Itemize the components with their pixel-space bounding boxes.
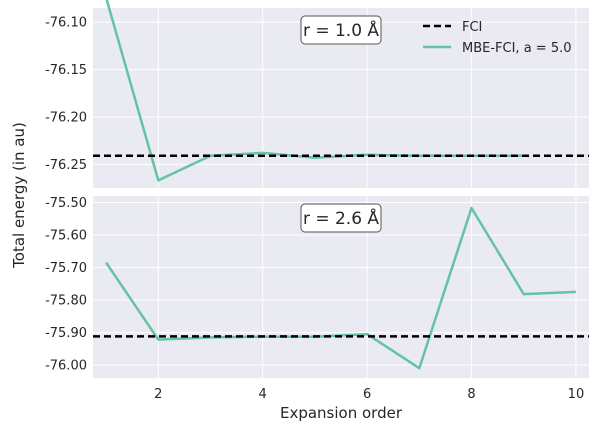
panel-top: -76.10 -76.15 -76.20 -76.25 r = 1.0 Å xyxy=(45,0,589,188)
bottom-y-tick-label: -75.70 xyxy=(45,261,87,276)
x-axis-label: Expansion order xyxy=(280,404,403,422)
top-annotation-text: r = 1.0 Å xyxy=(303,19,379,41)
x-tick-label: 10 xyxy=(568,387,585,402)
y-axis-label: Total energy (in au) xyxy=(10,122,28,269)
top-y-tick-label: -76.25 xyxy=(45,158,87,173)
bottom-y-tick-label: -75.80 xyxy=(45,294,87,309)
legend-fci-label: FCI xyxy=(462,20,482,35)
x-tick-label: 8 xyxy=(467,387,475,402)
top-y-tick-label: -76.15 xyxy=(45,63,87,78)
x-tick-label: 2 xyxy=(154,387,162,402)
bottom-y-tick-label: -76.00 xyxy=(45,359,87,374)
panel-bottom: -75.50 -75.60 -75.70 -75.80 -75.90 -76.00 r = … xyxy=(45,196,589,402)
top-annotation-box xyxy=(300,15,382,45)
top-series-line xyxy=(105,0,524,182)
bottom-annotation-box xyxy=(300,203,382,233)
x-tick-label: 6 xyxy=(363,387,371,402)
top-y-tick-label: -76.10 xyxy=(45,16,87,31)
bottom-y-tick-label: -75.90 xyxy=(45,326,87,341)
bottom-y-tick-label: -75.50 xyxy=(45,196,87,211)
x-tick-label: 4 xyxy=(259,387,267,402)
bottom-y-tick-label: -75.60 xyxy=(45,229,87,244)
top-y-tick-label: -76.20 xyxy=(45,110,87,125)
legend: FCI MBE-FCI, a = 5.0 xyxy=(423,20,572,56)
bottom-annotation-text: r = 2.6 Å xyxy=(303,207,379,229)
legend-mbe-label: MBE-FCI, a = 5.0 xyxy=(462,41,572,56)
